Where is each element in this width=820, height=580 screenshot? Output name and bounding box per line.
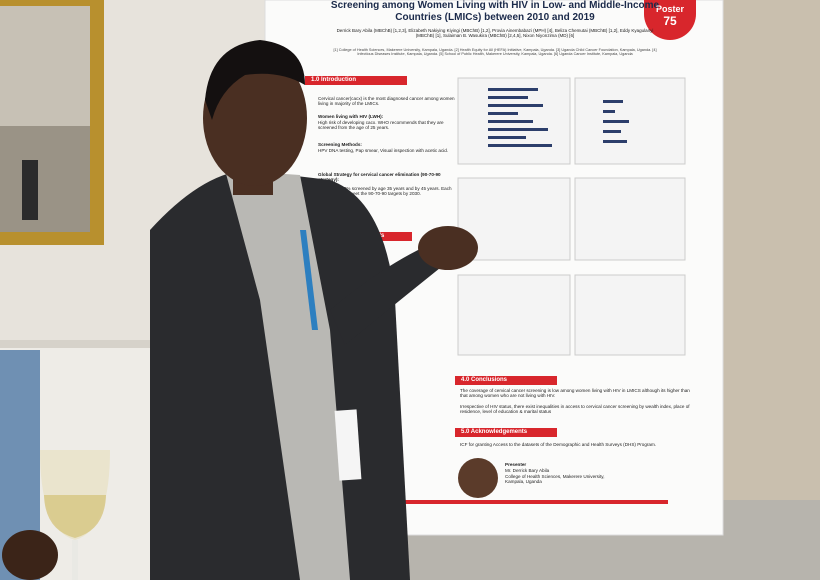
figure-bar	[488, 112, 518, 115]
intro-text: HPV DNA testing, Pap smear, Visual inspe…	[318, 148, 449, 153]
mirror-reflection	[0, 6, 90, 126]
figure-panel	[457, 274, 571, 356]
intro-lead: Global Strategy for cervical cancer elim…	[318, 172, 441, 183]
poster-badge: Poster 75	[644, 0, 696, 40]
figure-panel	[574, 77, 686, 165]
presenter-affiliation: College of Health Sciences, Makerere Uni…	[505, 474, 605, 485]
poster-text: Poster 75 Screening among Women Living w…	[300, 0, 700, 530]
figure-bar	[488, 96, 528, 99]
wine	[44, 495, 106, 538]
presenter-photo	[458, 458, 498, 498]
figure-bar	[488, 88, 538, 91]
glass-stem	[72, 540, 78, 580]
suit-arm	[330, 240, 450, 345]
figure-bar	[603, 130, 621, 133]
figure-bar	[603, 140, 627, 143]
intro-lead: Screening Methods:	[318, 142, 362, 147]
figure-bar	[488, 120, 533, 123]
presenter-name: Mr. Derrick Bary Abila	[505, 468, 550, 473]
intro-text: High risk of developing cacx. WHO recomm…	[318, 120, 444, 131]
figure-panel	[574, 177, 686, 261]
poster-title: Screening among Women Living with HIV in…	[330, 0, 660, 23]
section-heading: 5.0 Acknowledgements	[455, 428, 557, 437]
hair	[205, 40, 305, 120]
conclusion-item: Irrespective of HIV status, there exist …	[460, 404, 690, 415]
intro-text: Cervical cancer(cacx) is the most diagno…	[318, 96, 455, 107]
acknowledgement-text: ICF for granting Access to the datasets …	[460, 442, 657, 447]
figure-panel	[574, 274, 686, 356]
authors: Derrick Bary Abila (MBChB) [1,2,3], Eliz…	[336, 28, 654, 39]
badge-number: 75	[663, 14, 677, 28]
poster-figures	[457, 77, 686, 356]
poster-footer-line	[378, 500, 668, 504]
reflected-person	[22, 160, 38, 220]
figure-bar	[603, 110, 615, 113]
shirt	[225, 170, 350, 580]
figure-bar	[603, 100, 623, 103]
presenter-label: Presenter	[505, 462, 527, 467]
figure-bar	[488, 136, 526, 139]
figure-bar	[488, 144, 552, 147]
badge-card	[334, 409, 362, 481]
section-heading: 4.0 Conclusions	[455, 376, 557, 385]
hand-holding-glass	[2, 530, 58, 580]
figure-bar	[488, 128, 548, 131]
hand	[418, 226, 478, 270]
intro-text: Screening: 70% screened by age 35 years …	[318, 186, 452, 197]
conclusion-item: The coverage of cervical cancer screenin…	[460, 388, 690, 399]
lanyard	[300, 230, 318, 330]
section-heading: 1.0 Introduction	[305, 76, 407, 85]
figure-bar	[603, 120, 629, 123]
figure-bar	[488, 104, 543, 107]
intro-lead: Women living with HIV (LWH):	[318, 114, 384, 119]
chair-rail	[0, 340, 170, 348]
badge-word: Poster	[655, 4, 684, 14]
affiliations: [1] College of Health Sciences, Makerere…	[333, 48, 657, 57]
